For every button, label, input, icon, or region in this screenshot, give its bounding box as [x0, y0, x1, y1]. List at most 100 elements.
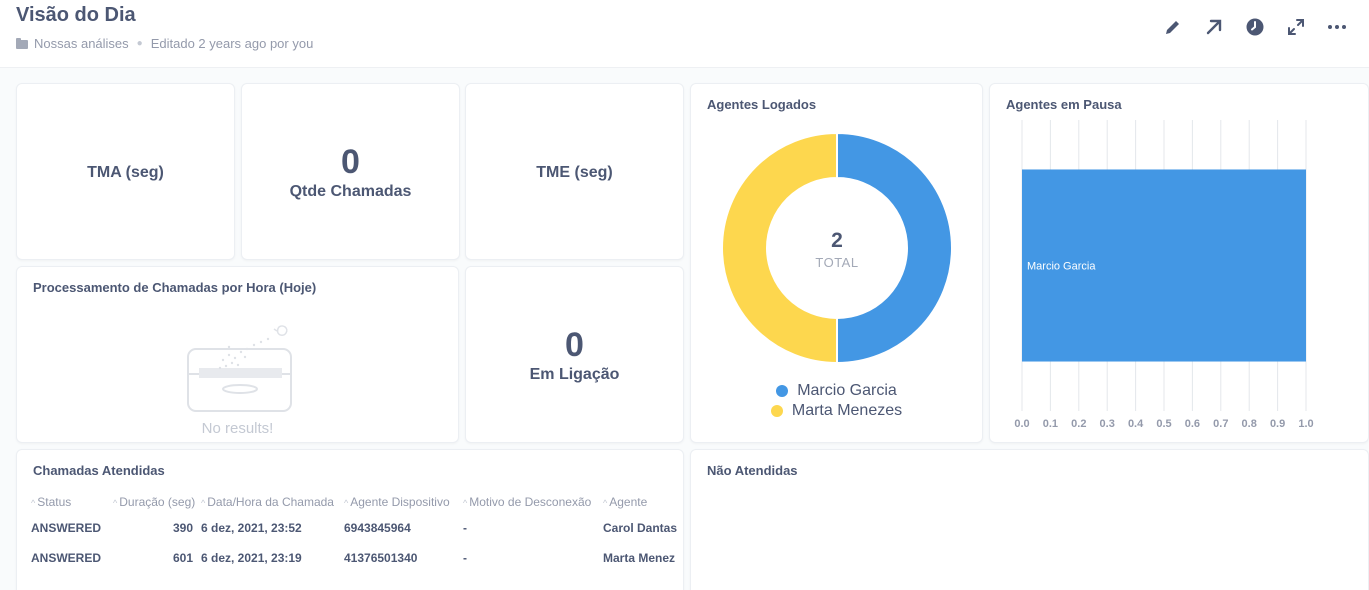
agentes-em-pausa-card[interactable]: Agentes em Pausa 0.0 0.1 0.2 0.3 0.4 0.5 0.6 0.… — [989, 83, 1369, 443]
qtde-chamadas-value: 0 — [341, 142, 360, 181]
agentes-logados-card[interactable]: Agentes Logados 2 TOTAL Marcio Garcia Mart… — [690, 83, 983, 443]
auto-refresh-button[interactable] — [1243, 14, 1267, 40]
em-ligacao-value: 0 — [565, 325, 584, 364]
legend-item-marta-menezes[interactable]: Marta Menezes — [770, 402, 903, 420]
nao-atendidas-card[interactable]: Não Atendidas — [690, 449, 1369, 590]
chamadas-atendidas-card[interactable]: Chamadas Atendidas ^ Status ^ Duração (seg)… — [16, 449, 684, 590]
empty-box-icon — [187, 325, 292, 412]
qtde-chamadas-card[interactable]: 0 Qtde Chamadas — [241, 83, 460, 260]
edited-info[interactable]: Editado 2 years ago por you — [150, 36, 314, 51]
column-header-motivo-de-desconexao[interactable]: ^ Motivo de Desconexão — [459, 491, 599, 513]
table-cell-motivo-de-desconexao: - — [463, 521, 467, 535]
x-tick-label: 0.3 — [1100, 418, 1115, 430]
processamento-card[interactable]: Processamento de Chamadas por Hora (Hoje… — [16, 266, 459, 443]
table-cell-agente-dispositivo: 6943845964 — [344, 521, 411, 535]
header-actions — [1161, 14, 1349, 40]
column-header-label: Motivo de Desconexão — [469, 495, 592, 509]
chamadas-atendidas-title[interactable]: Chamadas Atendidas — [33, 463, 165, 478]
table-cell-agente: Carol Dantas — [603, 521, 678, 535]
legend-label: Marta Menezes — [791, 402, 903, 419]
legend-label: Marcio Garcia — [797, 382, 897, 399]
bar-chart: 0.0 0.1 0.2 0.3 0.4 0.5 0.6 0.7 0.8 0.9 1.0 Marcio … — [1014, 120, 1314, 430]
more-button[interactable] — [1325, 14, 1349, 40]
table-cell-motivo-de-desconexao: - — [463, 551, 467, 565]
x-tick-label: 0.7 — [1213, 418, 1228, 430]
x-tick-label: 0.1 — [1043, 418, 1058, 430]
calls-table: ^ Status ^ Duração (seg) ^ Data/Hora da Chama… — [27, 491, 683, 573]
column-header-label: Data/Hora da Chamada — [207, 495, 334, 509]
donut-total-label: TOTAL — [815, 255, 858, 270]
no-results-text: No results! — [201, 420, 274, 437]
edit-button[interactable] — [1161, 14, 1185, 40]
column-header-label: Duração (seg) — [119, 495, 196, 509]
donut-total-value: 2 — [831, 229, 843, 252]
table-cell-data-hora-da-chamada: 6 dez, 2021, 23:19 — [201, 551, 302, 565]
tma-card[interactable]: TMA (seg) — [16, 83, 235, 260]
dashboard-header: Visão do Dia Nossas análises ● Editado 2… — [0, 0, 1369, 68]
donut-chart: 2 TOTAL — [721, 131, 953, 365]
donut-legend: Marcio Garcia Marta Menezes — [691, 382, 982, 420]
agentes-logados-title[interactable]: Agentes Logados — [707, 97, 817, 112]
bar-label: Marcio Garcia — [1027, 261, 1096, 273]
fullscreen-button[interactable] — [1284, 14, 1308, 40]
folder-icon — [16, 37, 28, 49]
sort-icon: ^ — [344, 498, 349, 508]
pencil-icon — [1166, 21, 1179, 34]
em-ligacao-card[interactable]: 0 Em Ligação — [465, 266, 684, 443]
collection-link[interactable]: Nossas análises — [34, 36, 129, 51]
dashboard-title[interactable]: Visão do Dia — [16, 4, 136, 26]
processamento-title[interactable]: Processamento de Chamadas por Hora (Hoje… — [33, 280, 317, 295]
nao-atendidas-title[interactable]: Não Atendidas — [707, 463, 798, 478]
sort-icon: ^ — [31, 498, 36, 508]
table-cell-status: ANSWERED — [31, 521, 102, 535]
x-tick-label: 1.0 — [1298, 418, 1313, 430]
x-tick-label: 0.0 — [1014, 418, 1029, 430]
legend-item-marcio-garcia[interactable]: Marcio Garcia — [776, 382, 897, 400]
donut-slice-marcio-garcia[interactable] — [836, 131, 953, 365]
expand-icon — [1288, 19, 1304, 35]
table-cell-duracao-seg: 390 — [172, 521, 193, 535]
bar-marcio-garcia[interactable] — [1022, 169, 1306, 362]
em-ligacao-label: Em Ligação — [529, 365, 620, 383]
column-header-label: Agente — [609, 495, 648, 509]
table-row[interactable]: ANSWERED 390 6 dez, 2021, 23:52 6943845964 -… — [27, 513, 683, 543]
arrow-up-right-icon — [1206, 19, 1222, 35]
dashboard-meta: Nossas análises ● Editado 2 years ago po… — [16, 36, 313, 51]
column-header-data-hora-da-chamada[interactable]: ^ Data/Hora da Chamada — [197, 491, 340, 513]
tme-label: TME (seg) — [536, 163, 613, 181]
tma-label: TMA (seg) — [87, 163, 164, 181]
x-tick-label: 0.9 — [1270, 418, 1285, 430]
table-header-row: ^ Status ^ Duração (seg) ^ Data/Hora da Chama… — [27, 491, 683, 513]
table-cell-data-hora-da-chamada: 6 dez, 2021, 23:52 — [201, 521, 302, 535]
column-header-agente-dispositivo[interactable]: ^ Agente Dispositivo — [340, 491, 459, 513]
sort-icon: ^ — [603, 498, 608, 508]
table-cell-agente: Marta Menez — [603, 551, 676, 565]
share-button[interactable] — [1202, 14, 1226, 40]
column-header-agente[interactable]: ^ Agente — [599, 491, 683, 513]
legend-dot — [776, 385, 789, 397]
sort-icon: ^ — [463, 498, 468, 508]
donut-slice-marta-menezes[interactable] — [721, 131, 838, 365]
sort-icon: ^ — [113, 498, 118, 508]
ellipsis-icon — [1328, 25, 1346, 29]
column-header-label: Agente Dispositivo — [350, 495, 450, 509]
table-cell-agente-dispositivo: 41376501340 — [344, 551, 418, 565]
column-header-duracao-seg[interactable]: ^ Duração (seg) — [109, 491, 197, 513]
table-row[interactable]: ANSWERED 601 6 dez, 2021, 23:19 41376501340… — [27, 543, 683, 573]
x-tick-label: 0.6 — [1185, 418, 1200, 430]
x-tick-label: 0.8 — [1242, 418, 1257, 430]
qtde-chamadas-label: Qtde Chamadas — [289, 182, 412, 200]
table-cell-status: ANSWERED — [31, 551, 102, 565]
x-tick-label: 0.4 — [1128, 418, 1144, 430]
agentes-em-pausa-title[interactable]: Agentes em Pausa — [1006, 97, 1122, 112]
table-body: ANSWERED 390 6 dez, 2021, 23:52 6943845964 -… — [27, 513, 683, 573]
clock-icon — [1246, 18, 1264, 36]
column-header-status[interactable]: ^ Status — [27, 491, 109, 513]
column-header-label: Status — [37, 495, 72, 509]
x-tick-label: 0.5 — [1156, 418, 1171, 430]
legend-dot — [770, 405, 783, 417]
x-tick-label: 0.2 — [1071, 418, 1086, 430]
tme-card[interactable]: TME (seg) — [465, 83, 684, 260]
separator-dot: ● — [136, 38, 143, 49]
sort-icon: ^ — [201, 498, 206, 508]
